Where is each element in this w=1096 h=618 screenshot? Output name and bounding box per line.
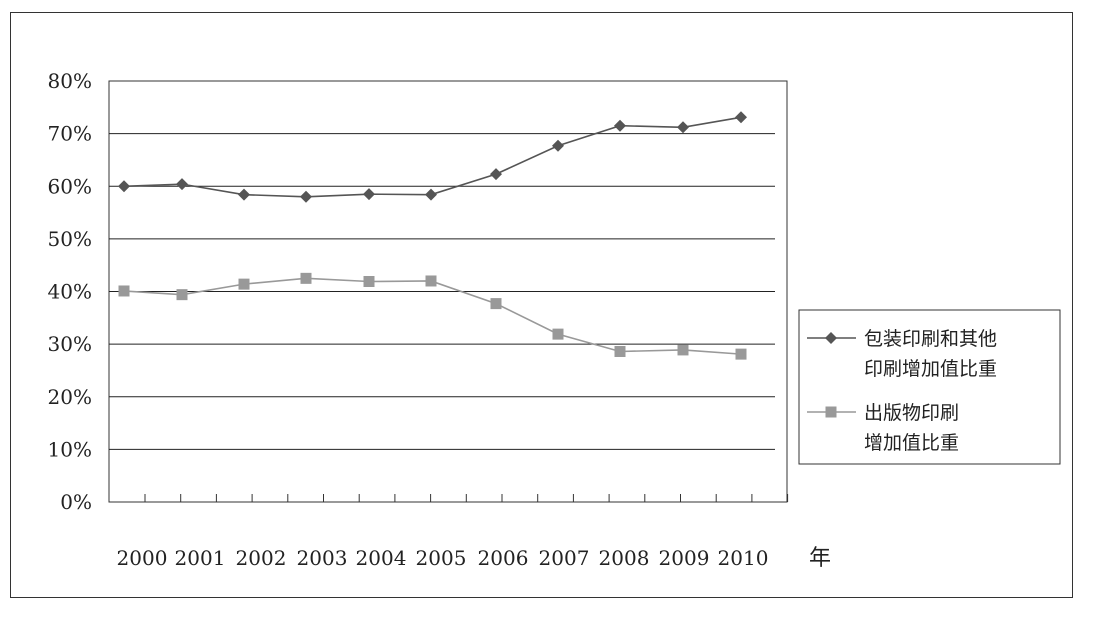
series-line	[123, 116, 742, 198]
x-axis-unit-label: 年	[809, 546, 831, 571]
y-tick-label: 20%	[48, 385, 92, 409]
data-point-square	[552, 328, 564, 340]
y-tick-label: 50%	[48, 227, 92, 251]
x-tick-label: 2002	[236, 546, 287, 570]
x-tick-label: 2009	[659, 546, 710, 570]
data-point-square	[677, 344, 689, 356]
data-point-diamond	[300, 190, 312, 203]
series-1	[118, 111, 747, 203]
series-2	[118, 272, 747, 360]
y-tick-label: 70%	[48, 122, 92, 146]
chart-frame	[10, 12, 1073, 598]
data-point-diamond	[238, 188, 250, 201]
legend-box	[798, 309, 1061, 465]
data-point-diamond	[118, 180, 130, 193]
y-tick-label: 40%	[48, 280, 92, 304]
legend-label: 增加值比重	[864, 432, 959, 454]
y-tick-label: 30%	[48, 332, 92, 356]
data-point-square	[363, 276, 375, 288]
data-point-diamond	[552, 139, 564, 152]
data-point-square	[614, 345, 626, 357]
data-point-diamond	[425, 188, 437, 201]
data-point-square	[425, 275, 437, 287]
y-tick-label: 60%	[48, 174, 92, 198]
y-tick-label: 0%	[60, 490, 92, 514]
series-line	[123, 277, 742, 355]
x-tick-label: 2008	[599, 546, 650, 570]
data-point-square	[735, 348, 747, 360]
data-point-diamond	[490, 168, 502, 181]
x-tick-label: 2007	[539, 546, 590, 570]
legend-marker-square	[825, 406, 837, 418]
x-tick-label: 2003	[297, 546, 348, 570]
y-tick-label: 10%	[48, 437, 92, 461]
data-point-diamond	[363, 188, 375, 201]
data-point-square	[176, 289, 188, 301]
legend-marker-diamond	[825, 332, 837, 344]
legend-label: 印刷增加值比重	[864, 358, 997, 380]
x-tick-label: 2005	[416, 546, 467, 570]
x-tick-label: 2000	[117, 546, 168, 570]
data-point-diamond	[176, 178, 188, 191]
data-point-diamond	[614, 119, 626, 132]
x-tick-label: 2001	[175, 546, 226, 570]
data-point-diamond	[677, 121, 689, 134]
x-tick-label: 2010	[718, 546, 769, 570]
legend-label: 出版物印刷	[864, 402, 959, 424]
data-point-diamond	[735, 111, 747, 124]
x-tick-label: 2006	[478, 546, 529, 570]
x-tick-label: 2004	[356, 546, 407, 570]
data-point-square	[490, 298, 502, 310]
data-point-square	[300, 272, 312, 284]
legend-label: 包装印刷和其他	[864, 328, 997, 350]
y-tick-label: 80%	[48, 69, 92, 93]
data-point-square	[238, 278, 250, 290]
data-point-square	[118, 285, 130, 297]
